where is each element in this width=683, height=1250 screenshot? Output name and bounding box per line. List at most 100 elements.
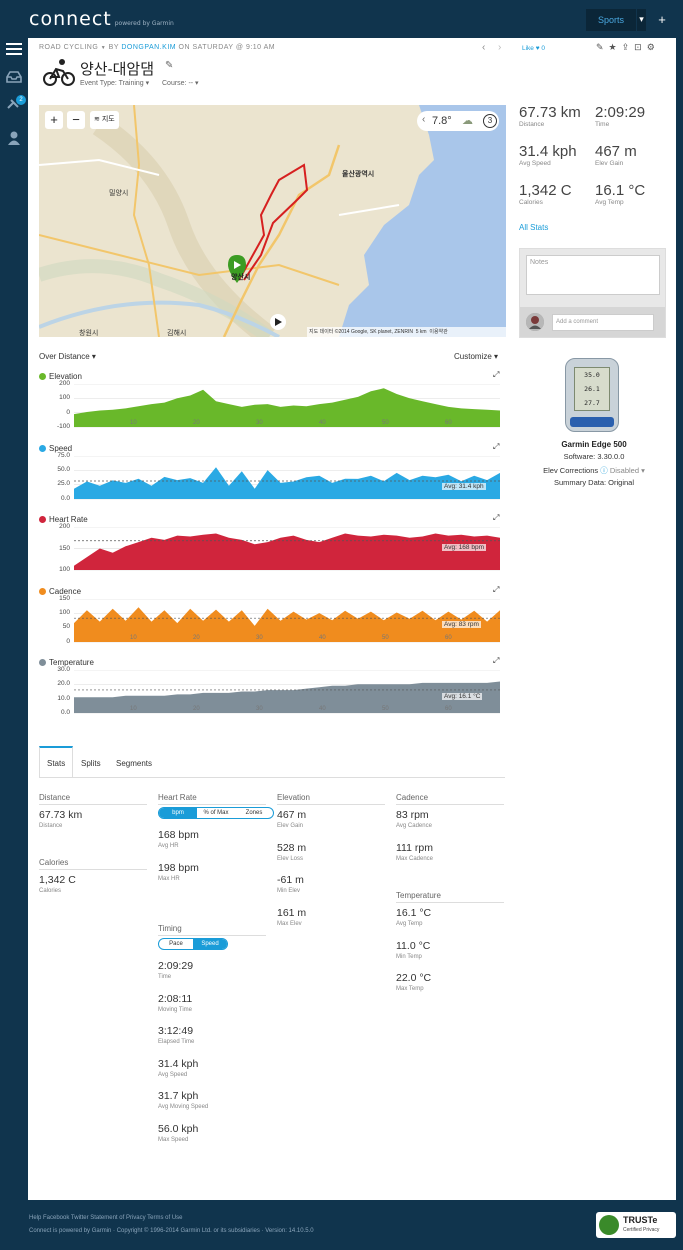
notes-panel: Notes Add a comment <box>519 248 666 338</box>
y-tick-label: 150 <box>59 594 70 602</box>
share-icon[interactable]: ⇪ <box>621 42 635 52</box>
weather-collapse-icon[interactable]: ‹ <box>422 114 426 125</box>
sports-dropdown-caret[interactable]: ▾ <box>636 9 646 31</box>
menu-icon[interactable] <box>6 42 22 58</box>
tab-segments[interactable]: Segments <box>116 759 153 768</box>
chart-temperature[interactable] <box>74 670 500 715</box>
y-tick-label: 50.0 <box>57 465 70 473</box>
map-start-marker[interactable] <box>228 255 246 283</box>
comment-input[interactable]: Add a comment <box>552 314 654 331</box>
over-distance-select[interactable]: Over Distance ▾ <box>39 352 96 361</box>
activity-title[interactable]: 양산-대암댐 <box>80 61 154 78</box>
star-icon[interactable]: ★ <box>608 42 622 52</box>
chart-heart-rate[interactable] <box>74 527 500 572</box>
map-canvas[interactable] <box>39 105 506 337</box>
stat-label: Max Speed <box>158 1137 189 1143</box>
notification-badge: 2 <box>16 95 26 105</box>
y-tick-label: 0.0 <box>60 709 70 716</box>
x-tick-label: 60 <box>445 706 452 712</box>
route-map[interactable]: 울산광역시 밀양시 양산시 창원시 김해시 + − ≋ 지도 ‹ 7.8° ☁ … <box>39 105 506 337</box>
profile-icon[interactable] <box>6 130 22 146</box>
heartrate-toggle-option[interactable]: Zones <box>245 810 263 816</box>
stat-value: 168 bpm <box>158 829 199 841</box>
chart-cadence[interactable] <box>74 598 500 644</box>
chart-title-elevation: Elevation <box>39 372 82 381</box>
weather-widget[interactable]: ‹ 7.8° ☁ 3 <box>417 111 499 131</box>
expand-chart-icon[interactable]: ⤢ <box>493 656 500 665</box>
zoom-in-button[interactable]: + <box>45 111 63 129</box>
chart-elevation[interactable] <box>74 384 500 429</box>
all-stats-link[interactable]: All Stats <box>519 223 549 232</box>
x-tick-label: 50 <box>382 706 389 712</box>
timing-toggle-option[interactable]: Speed <box>193 939 227 949</box>
expand-chart-icon[interactable]: ⤢ <box>493 584 500 594</box>
help-icon[interactable]: ⓘ <box>600 466 608 475</box>
x-tick-label: 30 <box>256 420 263 426</box>
weather-badge: 3 <box>483 114 497 128</box>
like-button[interactable]: Like ♥ 0 <box>522 45 546 52</box>
footer: Help Facebook Twitter Statement of Priva… <box>0 1200 683 1250</box>
tab-splits[interactable]: Splits <box>81 759 101 768</box>
next-activity-arrow[interactable]: › <box>498 42 502 53</box>
lock-icon[interactable]: ⊡ <box>634 42 647 52</box>
truste-badge[interactable]: TRUSTe Certified Privacy <box>596 1212 676 1238</box>
series-area <box>74 533 500 570</box>
inbox-icon[interactable] <box>6 70 22 86</box>
heartrate-toggle-option[interactable]: % of Max <box>203 810 229 816</box>
map-end-marker[interactable] <box>270 314 286 330</box>
stat-value: 467 m <box>277 809 307 821</box>
summary-stat-label: Avg Temp <box>595 199 624 206</box>
tab-stats[interactable]: Stats <box>47 759 66 768</box>
stats-tabs: Stats Splits Segments <box>39 746 505 778</box>
layers-icon: ≋ <box>94 116 100 123</box>
gear-icon[interactable]: ⚙ <box>646 42 660 52</box>
map-terms-link[interactable]: 이용약관 <box>429 329 448 335</box>
activity-type-caret[interactable]: ▼ <box>100 45 107 51</box>
summary-stat-value: 1,342 C <box>519 182 572 199</box>
connect-logo[interactable]: connect powered by Garmin <box>29 8 174 30</box>
prev-activity-arrow[interactable]: ‹ <box>482 42 486 53</box>
y-tick-label: 75.0 <box>57 451 70 459</box>
course-select[interactable]: Course: -- ▾ <box>162 80 199 87</box>
activity-type[interactable]: ROAD CYCLING <box>39 44 99 51</box>
add-button[interactable]: + <box>658 12 666 27</box>
owner-link[interactable]: DONGPAN.KIM <box>121 44 177 51</box>
summary-stat: 31.4 kph Avg Speed <box>519 143 577 167</box>
summary-stat: 467 m Elev Gain <box>595 143 637 167</box>
footer-links[interactable]: Help Facebook Twitter Statement of Priva… <box>29 1215 183 1221</box>
stat-label: Avg Cadence <box>396 823 432 829</box>
device-name[interactable]: Garmin Edge 500 <box>561 440 627 449</box>
stat-group-elevation: Elevation <box>277 793 385 805</box>
summary-stat: 1,342 C Calories <box>519 182 572 206</box>
heartrate-unit-toggle[interactable]: bpm % of Max Zones <box>158 807 274 819</box>
edit-title-icon[interactable]: ✎ <box>165 60 174 71</box>
stat-group-temperature: Temperature <box>396 891 504 903</box>
connections-icon[interactable] <box>6 96 22 112</box>
y-tick-label: 0 <box>66 637 70 645</box>
timing-toggle-option[interactable]: Pace <box>169 941 183 947</box>
stat-label: Max Elev <box>277 920 302 927</box>
customize-charts-button[interactable]: Customize ▾ <box>454 352 499 361</box>
expand-chart-icon[interactable]: ⤢ <box>493 370 500 379</box>
x-tick-label: 30 <box>256 634 263 641</box>
heartrate-toggle-option[interactable]: bpm <box>159 808 197 818</box>
event-type-select[interactable]: Event Type: Training ▾ <box>80 80 150 87</box>
y-tick-label: -100 <box>56 423 70 430</box>
expand-chart-icon[interactable]: ⤢ <box>493 441 500 451</box>
edit-icon[interactable]: ✎ <box>596 42 609 52</box>
stat-group-distance: Distance <box>39 793 147 805</box>
y-tick-label: 0 <box>66 408 70 416</box>
chart-speed[interactable] <box>74 455 500 501</box>
elev-corrections-select[interactable]: Disabled ▾ <box>609 466 645 475</box>
series-color-dot <box>39 659 46 666</box>
timing-unit-toggle[interactable]: Pace Speed <box>158 938 228 950</box>
stat-value: 83 rpm <box>396 809 429 821</box>
zoom-out-button[interactable]: − <box>67 111 85 129</box>
device-image[interactable]: 35.0 26.1 27.7 <box>565 358 619 432</box>
map-layers-button[interactable]: ≋ 지도 <box>90 111 119 129</box>
notes-textarea[interactable]: Notes <box>526 255 660 295</box>
sports-button[interactable]: Sports <box>586 9 636 31</box>
series-color-dot <box>39 444 46 452</box>
expand-chart-icon[interactable]: ⤢ <box>493 513 500 522</box>
by-label: BY <box>108 44 119 51</box>
